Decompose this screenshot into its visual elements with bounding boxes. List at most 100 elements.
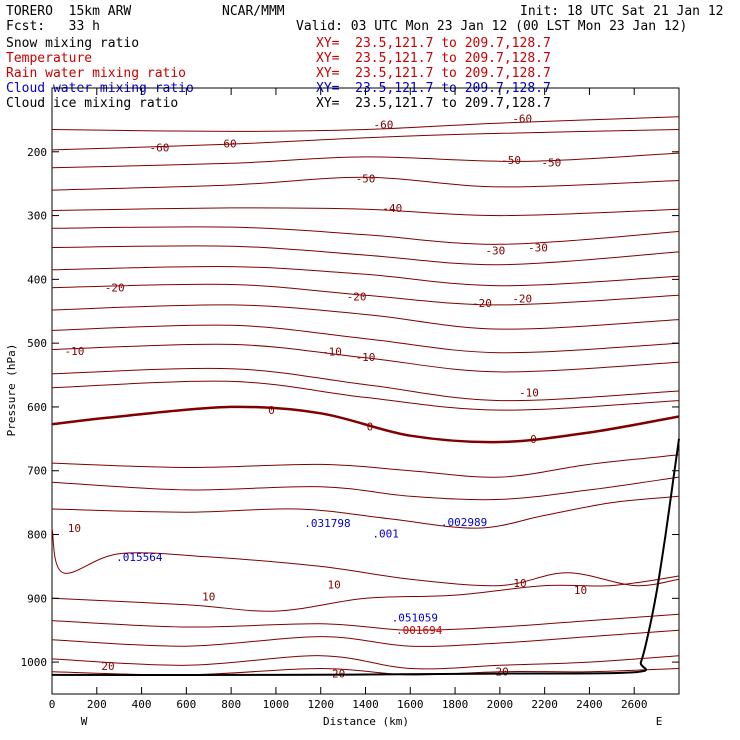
contour-label-15: -10 bbox=[322, 345, 342, 358]
temperature-contour-13 bbox=[51, 380, 680, 411]
temperature-contours bbox=[51, 116, 680, 676]
contour-label-6: -50 bbox=[541, 157, 561, 170]
maxima-labels: .015564 .031798 .001 .002989 .051059.001694 bbox=[116, 516, 487, 637]
init-label: Init: 18 UTC Sat 21 Jan 12 bbox=[520, 4, 724, 19]
x-tick-label-9: 1800 bbox=[442, 698, 469, 711]
x-tick-label-11: 2200 bbox=[531, 698, 558, 711]
y-tick-label-1: 300 bbox=[27, 210, 47, 223]
temperature-contour-12 bbox=[51, 367, 680, 402]
x-axis-west-label: W bbox=[81, 715, 88, 728]
contour-label-4: -50 bbox=[356, 173, 376, 186]
temperature-contour-4 bbox=[51, 207, 680, 217]
field-cloudice-xy: XY= 23.5,121.7 to 209.7,128.7 bbox=[316, 96, 551, 111]
contour-label-16: -10 bbox=[356, 351, 376, 364]
fcst-label: Fcst: 33 h bbox=[6, 19, 100, 34]
maximum-label-2: .001 bbox=[372, 527, 399, 540]
contour-label-19: 0 bbox=[367, 421, 374, 434]
y-tick-label-6: 800 bbox=[27, 529, 47, 542]
field-cloudice-name: Cloud ice mixing ratio bbox=[6, 96, 179, 111]
y-tick-label-3: 500 bbox=[27, 337, 47, 350]
field-temp-name: Temperature bbox=[6, 51, 93, 66]
temperature-contour-10 bbox=[51, 324, 680, 354]
contour-label-9: -30 bbox=[528, 241, 548, 254]
contour-labels: -60 -60 -60 -60 -50 -50 -50 -40 -30 -30 -20 -20 -20 -… bbox=[64, 113, 587, 681]
temperature-contour-18 bbox=[51, 527, 680, 587]
x-tick-label-6: 1200 bbox=[307, 698, 334, 711]
org-label: NCAR/MMM bbox=[222, 4, 285, 19]
contour-label-10: -20 bbox=[105, 282, 125, 295]
contour-label-25: 10 bbox=[202, 590, 215, 603]
y-tick-label-4: 600 bbox=[27, 401, 47, 414]
contour-label-8: -30 bbox=[485, 245, 505, 258]
x-tick-label-3: 600 bbox=[176, 698, 196, 711]
contour-label-28: 20 bbox=[495, 666, 508, 679]
y-tick-label-8: 1000 bbox=[21, 656, 48, 669]
x-axis-east-label: E bbox=[656, 715, 663, 728]
y-tick-label-2: 400 bbox=[27, 273, 47, 286]
contour-label-24: 10 bbox=[574, 584, 587, 597]
temperature-contour-17 bbox=[51, 495, 680, 529]
temperature-contour-11 bbox=[51, 343, 680, 373]
contour-label-7: -40 bbox=[382, 202, 402, 215]
temperature-contour-2 bbox=[51, 152, 680, 169]
field-rain-xy: XY= 23.5,121.7 to 209.7,128.7 bbox=[316, 66, 551, 81]
maximum-label-1: .031798 bbox=[304, 517, 350, 530]
field-snow-name: Snow mixing ratio bbox=[6, 36, 140, 51]
terrain bbox=[51, 438, 680, 676]
contour-label-12: -20 bbox=[472, 297, 492, 310]
x-tick-label-1: 200 bbox=[87, 698, 107, 711]
x-tick-label-7: 1400 bbox=[352, 698, 379, 711]
x-tick-label-12: 2400 bbox=[576, 698, 603, 711]
temperature-contour-15 bbox=[51, 454, 680, 478]
maximum-label-5: .001694 bbox=[396, 624, 443, 637]
field-snow-xy: XY= 23.5,121.7 to 209.7,128.7 bbox=[316, 36, 551, 51]
contour-label-17: -10 bbox=[519, 386, 539, 399]
contour-label-18: 0 bbox=[268, 404, 275, 417]
temperature-contour-9 bbox=[51, 304, 680, 330]
x-tick-label-2: 400 bbox=[132, 698, 152, 711]
terrain-line bbox=[51, 438, 680, 676]
temperature-contour-3 bbox=[51, 176, 680, 191]
temperature-contour-21 bbox=[51, 629, 680, 647]
temperature-contour-14 bbox=[51, 405, 680, 444]
field-rain-name: Rain water mixing ratio bbox=[6, 66, 187, 81]
y-tick-label-5: 700 bbox=[27, 465, 47, 478]
temperature-contour-7 bbox=[51, 266, 680, 287]
maximum-label-4: .051059 bbox=[392, 611, 438, 624]
x-tick-label-10: 2000 bbox=[487, 698, 514, 711]
field-cloudwater-name: Cloud water mixing ratio bbox=[6, 81, 194, 96]
temperature-contour-6 bbox=[51, 245, 680, 266]
contour-label-0: -60 bbox=[373, 118, 393, 131]
contour-label-5: -50 bbox=[501, 154, 521, 167]
temperature-contour-5 bbox=[51, 226, 680, 245]
temperature-contour-8 bbox=[51, 283, 680, 306]
temperature-contour-16 bbox=[51, 476, 680, 501]
contour-label-22: 10 bbox=[328, 578, 341, 591]
temperature-contour-1 bbox=[51, 129, 680, 151]
contour-label-14: -10 bbox=[64, 345, 84, 358]
x-axis-label: Distance (km) bbox=[323, 715, 409, 728]
maximum-label-3: .002989 bbox=[441, 516, 487, 529]
x-tick-label-0: 0 bbox=[49, 698, 56, 711]
temperature-contour-20 bbox=[51, 613, 680, 631]
axes: 0 200 400 600 800 1000 1200 1400 1600 1800 2000 220… bbox=[21, 88, 679, 711]
y-axis-label: Pressure (hPa) bbox=[5, 344, 18, 437]
contour-label-3: -60 bbox=[217, 137, 237, 150]
x-tick-label-5: 1000 bbox=[263, 698, 290, 711]
valid-label: Valid: 03 UTC Mon 23 Jan 12 (00 LST Mon … bbox=[296, 19, 688, 34]
model-label: TORERO 15km ARW bbox=[6, 4, 132, 19]
contour-label-21: 10 bbox=[68, 522, 81, 535]
y-tick-label-0: 200 bbox=[27, 146, 47, 159]
x-tick-label-8: 1600 bbox=[397, 698, 424, 711]
x-tick-label-4: 800 bbox=[221, 698, 241, 711]
contour-label-2: -60 bbox=[150, 141, 170, 154]
contour-label-11: -20 bbox=[347, 291, 367, 304]
contour-label-26: 20 bbox=[101, 660, 114, 673]
maximum-label-0: .015564 bbox=[116, 551, 163, 564]
contour-label-13: -20 bbox=[512, 293, 532, 306]
field-temp-xy: XY= 23.5,121.7 to 209.7,128.7 bbox=[316, 51, 551, 66]
x-tick-label-13: 2600 bbox=[621, 698, 648, 711]
contour-label-23: 10 bbox=[513, 577, 526, 590]
temperature-contour-19 bbox=[51, 575, 680, 612]
